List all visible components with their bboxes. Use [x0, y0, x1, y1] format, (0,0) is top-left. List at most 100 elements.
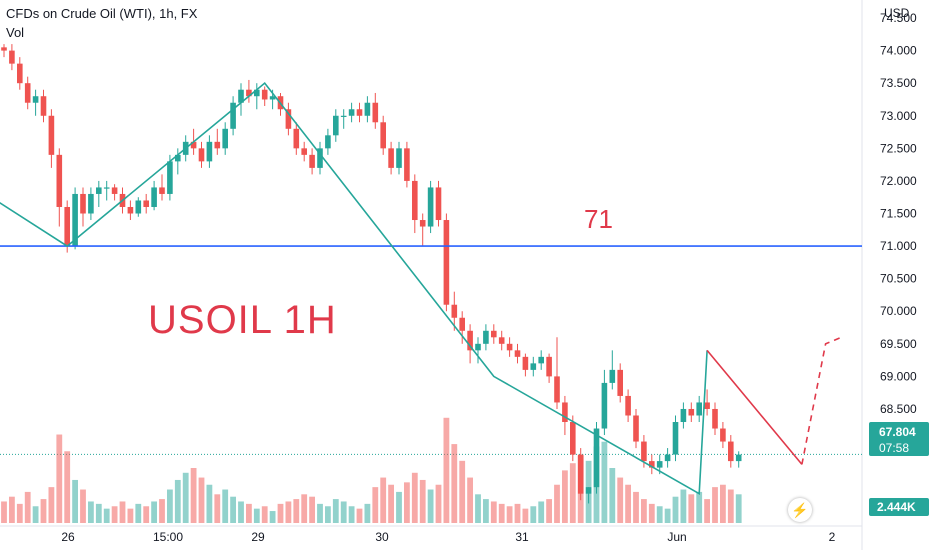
price-tick-label: 73.000 [880, 109, 917, 123]
candle-body [506, 343, 513, 351]
candle-body [475, 343, 481, 351]
volume-bar [269, 511, 276, 523]
volume-bar [648, 503, 655, 523]
time-tick-label: 2 [829, 530, 836, 544]
candle-body [103, 187, 110, 189]
candle-body [293, 128, 300, 149]
grid [0, 0, 863, 550]
last-price-tag: 67.804 07:58 [869, 422, 929, 456]
volume-bar [332, 499, 339, 523]
volume-bar [95, 503, 102, 523]
volume-bar [372, 487, 379, 523]
volume-bar [135, 503, 142, 523]
candle-body [246, 89, 252, 97]
candle-body [1, 47, 7, 51]
candle-body [111, 187, 118, 194]
volume-bar [127, 508, 134, 523]
candle-body [585, 487, 592, 494]
volume-bar [214, 494, 221, 523]
candle-body [625, 395, 631, 416]
volume-bar [720, 484, 726, 523]
candle-body [427, 187, 434, 227]
candle-body [522, 356, 529, 370]
volume-bar [388, 484, 394, 523]
candle-body [24, 83, 31, 103]
last-volume-value: 2.444K [877, 500, 916, 514]
volume-bar [727, 489, 734, 523]
candle-body [17, 63, 23, 84]
volume-bar [111, 506, 118, 523]
volume-bar [246, 503, 252, 523]
volume-bar [459, 460, 466, 523]
candle-body [269, 96, 276, 100]
candle-body [483, 330, 489, 344]
volume-bar [664, 508, 671, 523]
volume-bar [238, 501, 244, 523]
volume-bar [380, 477, 387, 523]
volume-bar [419, 479, 426, 523]
volume-bar [32, 506, 39, 523]
candle-body [538, 356, 544, 364]
price-tick-label: 74.000 [880, 44, 917, 58]
volume-bar [672, 496, 679, 523]
candle-body [167, 161, 173, 194]
volume-bar [554, 484, 560, 523]
candle-body [88, 193, 94, 214]
volume-bar [293, 499, 300, 523]
candle-body [704, 402, 710, 409]
volume-bar [325, 506, 331, 523]
volume-bar [182, 472, 189, 523]
price-tick-label: 68.500 [880, 402, 917, 416]
candle-body [641, 441, 647, 462]
candle-body [720, 428, 726, 442]
candle-body [159, 187, 165, 194]
candle-body [151, 187, 157, 207]
candle-body [135, 200, 142, 214]
volume-bar [80, 489, 86, 523]
volume-bar [617, 477, 624, 523]
volume-bar [483, 499, 489, 523]
level-annotation: 71 [584, 204, 613, 234]
volume-bar [24, 491, 31, 523]
candle-body [96, 187, 102, 194]
trend-drawings [0, 82, 862, 496]
candle-body [404, 148, 410, 181]
volume-bar [340, 501, 347, 523]
candle-body [285, 109, 292, 129]
time-axis[interactable]: 26 15:00 29 30 31 Jun 2 [61, 530, 835, 544]
volume-bar [230, 496, 236, 523]
volume-bar [712, 487, 718, 523]
last-volume-tag: 2.444K [869, 498, 929, 516]
candle-body [348, 109, 355, 116]
volume-bar [167, 489, 173, 523]
time-tick-label: 31 [515, 530, 529, 544]
lightning-icon[interactable]: ⚡ [788, 498, 812, 522]
price-tick-label: 72.000 [880, 174, 917, 188]
time-tick-label: 15:00 [153, 530, 183, 544]
candle-body [238, 89, 244, 103]
candle-body [356, 109, 363, 116]
volume-bar [277, 503, 284, 523]
candle-body [609, 369, 616, 383]
red-trend-path [706, 349, 803, 465]
price-axis[interactable]: 74.500 74.000 73.500 73.000 72.500 72.000 71.5… [880, 11, 917, 514]
volume-bar [609, 468, 616, 523]
volume-bar [48, 487, 55, 523]
candle-body [388, 148, 394, 168]
candle-body [554, 376, 560, 403]
volume-bar [174, 479, 181, 523]
candle-body [301, 148, 307, 155]
volume-bar [364, 503, 371, 523]
candle-body [412, 180, 418, 221]
candle-body [680, 408, 687, 423]
volume-bar [309, 496, 315, 523]
volume-bar [285, 501, 292, 523]
volume-bar [625, 484, 631, 523]
volume-bar [198, 477, 205, 523]
price-tick-label: 69.000 [880, 369, 917, 383]
candle-body [498, 337, 505, 344]
candle-body [48, 115, 55, 155]
volume-bar [159, 499, 165, 523]
bar-countdown: 07:58 [879, 441, 910, 455]
